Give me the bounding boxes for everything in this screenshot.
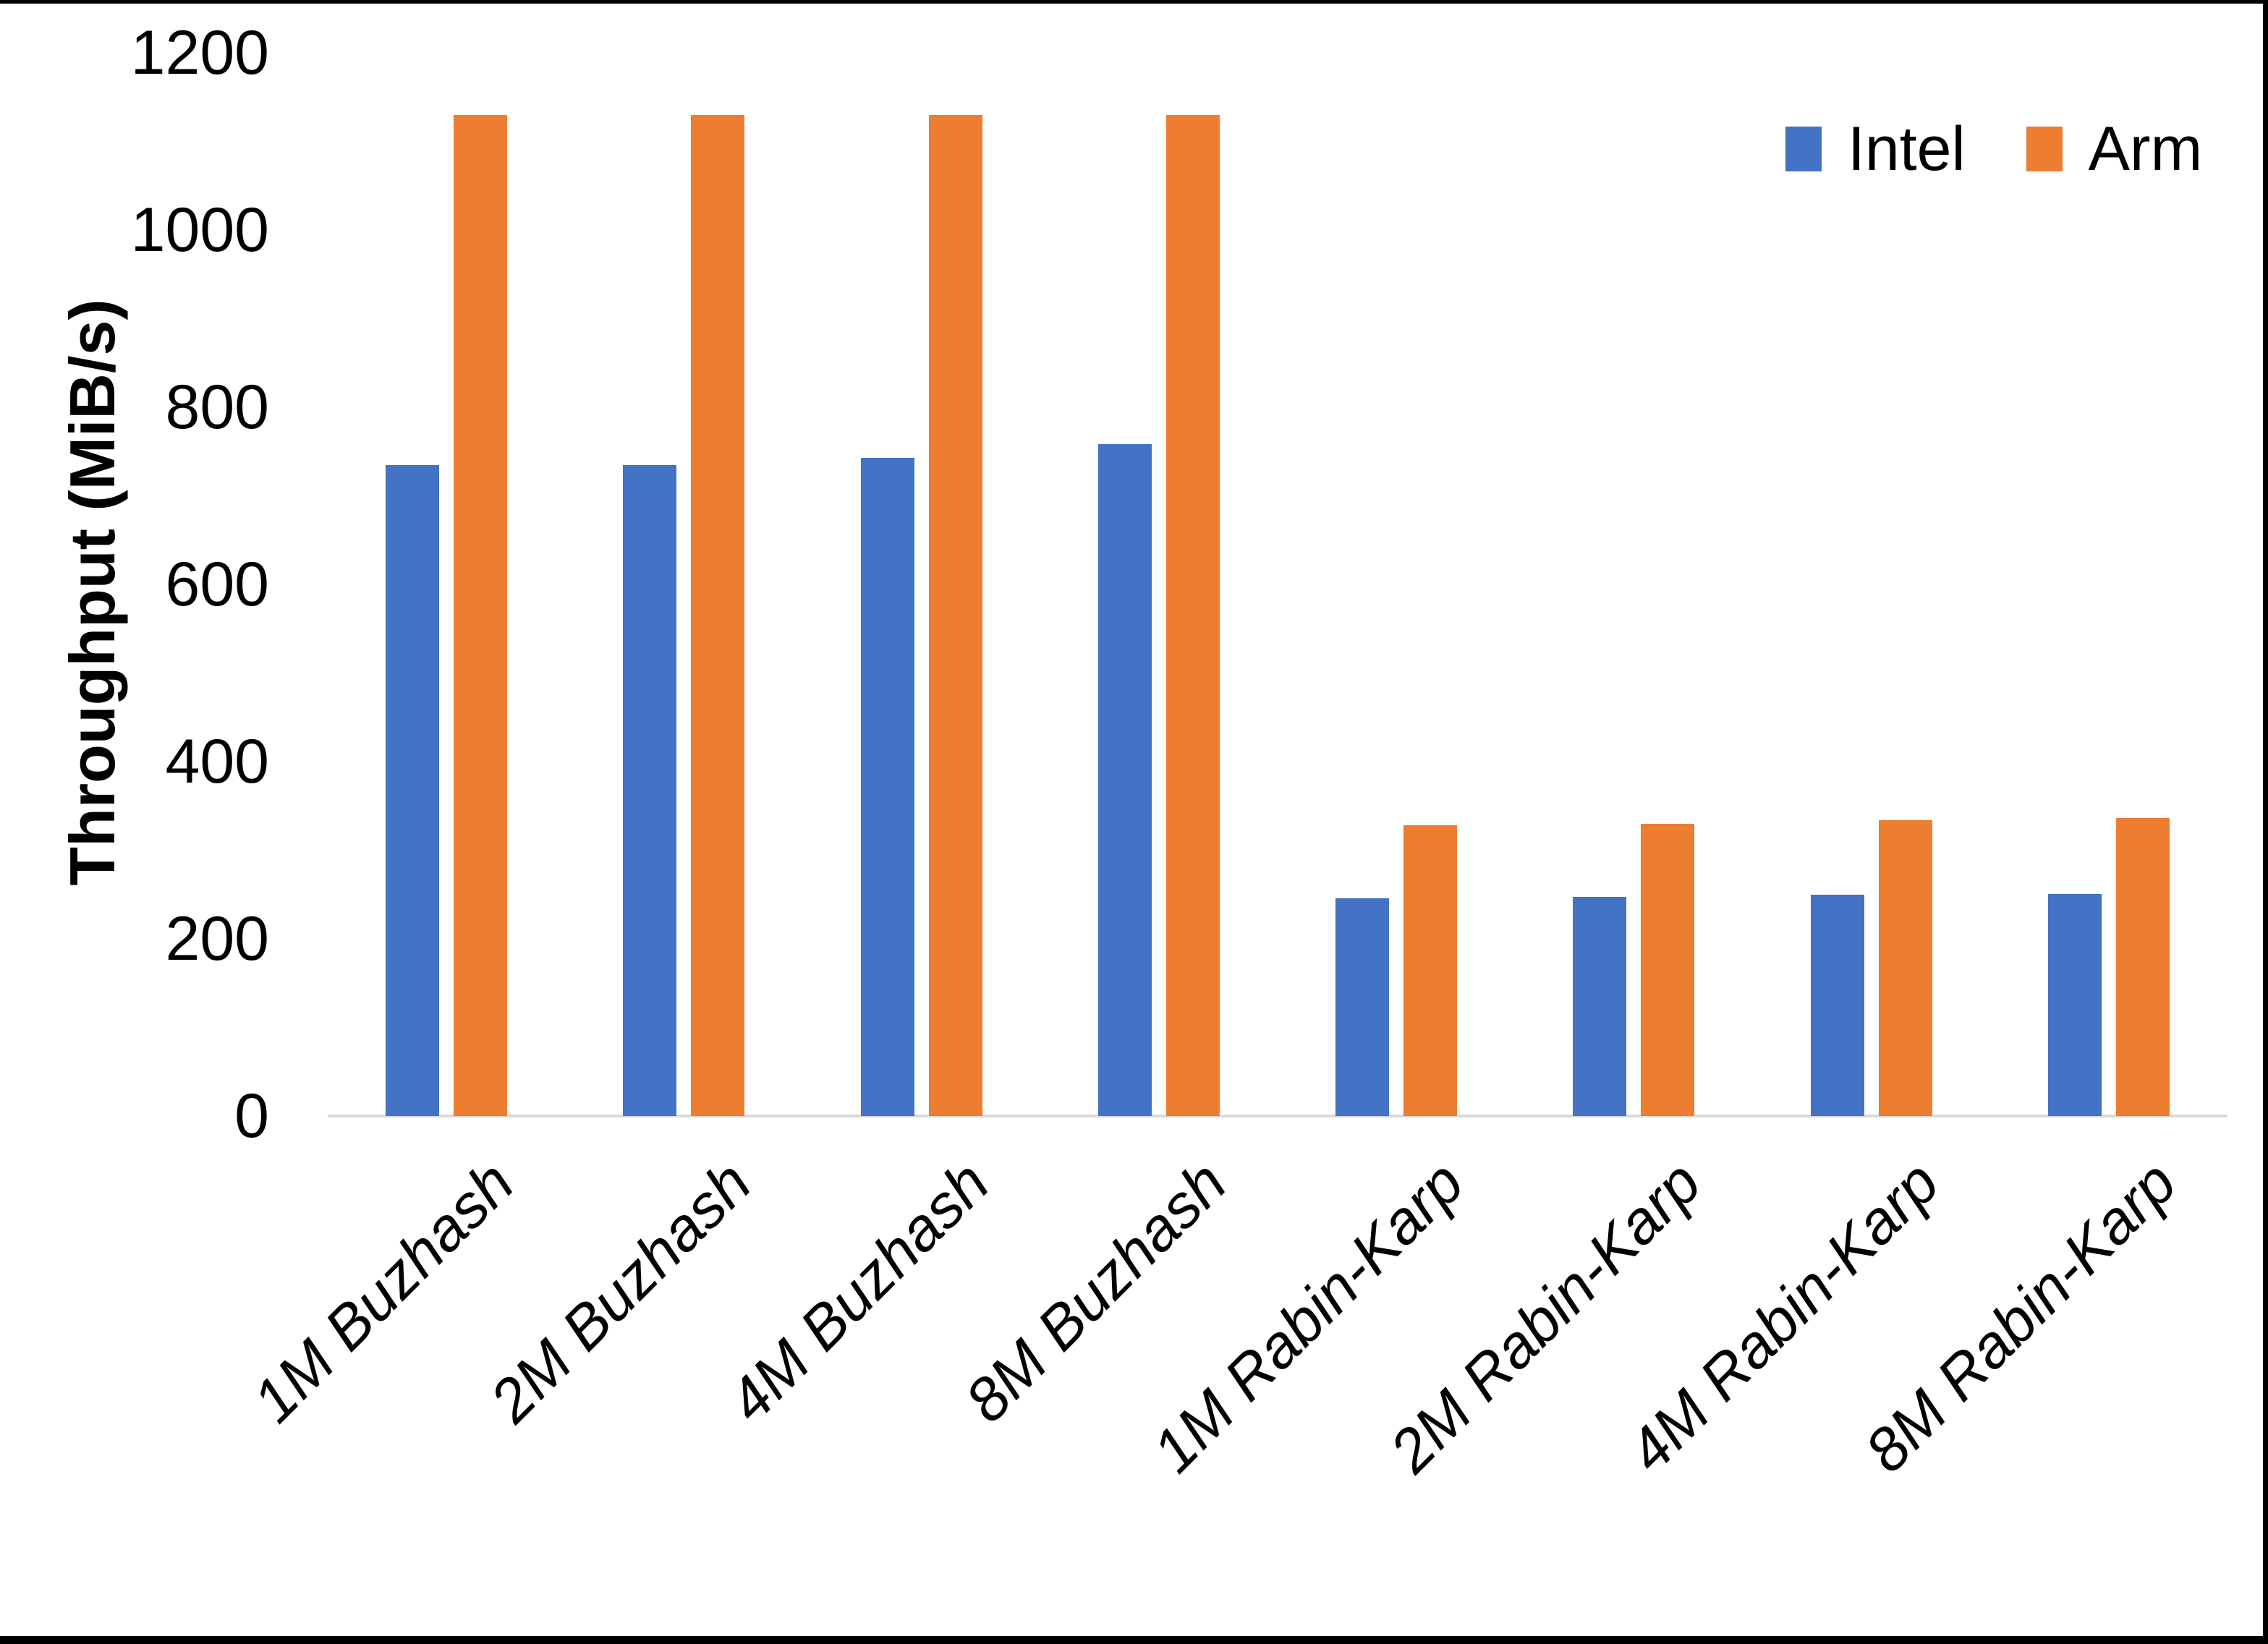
legend-item-intel: Intel [1785, 114, 1966, 184]
y-tick-label: 600 [165, 550, 270, 619]
bar-intel-1m-rabin-karp [1335, 898, 1390, 1116]
bar-intel-4m-buzhash [860, 457, 914, 1116]
y-tick-label: 400 [165, 727, 270, 796]
y-tick-label: 0 [234, 1081, 269, 1151]
legend: Intel Arm [1785, 114, 2202, 184]
x-category-label: 4M Rabin-Karp [1614, 1148, 1952, 1486]
y-tick-label: 1200 [130, 18, 269, 88]
x-category-label: 8M Rabin-Karp [1851, 1148, 2189, 1486]
frame-top-border [0, 0, 2268, 4]
bar-intel-1m-buzhash [386, 464, 440, 1116]
bar-arm-8m-buzhash [1165, 114, 1220, 1116]
legend-label-intel: Intel [1848, 114, 1966, 184]
legend-swatch-arm [2026, 127, 2063, 171]
legend-label-arm: Arm [2088, 114, 2203, 184]
y-tick-label: 200 [165, 904, 270, 974]
bar-intel-8m-buzhash [1097, 444, 1152, 1116]
x-category-label: 1M Buzhash [239, 1148, 527, 1435]
y-tick-label: 1000 [130, 195, 269, 265]
x-category-label: 2M Buzhash [477, 1148, 765, 1435]
x-category-label: 8M Buzhash [952, 1148, 1239, 1435]
legend-swatch-intel [1785, 127, 1822, 171]
bar-intel-2m-rabin-karp [1573, 897, 1627, 1116]
bar-intel-8m-rabin-karp [2047, 893, 2102, 1116]
bar-arm-4m-buzhash [928, 114, 982, 1116]
bar-intel-2m-buzhash [623, 464, 677, 1116]
bar-arm-1m-buzhash [454, 114, 508, 1116]
bar-arm-4m-rabin-karp [1878, 819, 1932, 1116]
x-category-label: 1M Rabin-Karp [1139, 1148, 1477, 1486]
bar-arm-1m-rabin-karp [1403, 825, 1458, 1116]
frame-bottom-border [0, 1636, 2268, 1644]
x-axis-line [328, 1115, 2227, 1117]
bar-arm-2m-rabin-karp [1641, 823, 1695, 1116]
x-category-label: 4M Buzhash [714, 1148, 1002, 1435]
x-category-label: 2M Rabin-Karp [1377, 1148, 1715, 1486]
frame-right-border [2263, 0, 2268, 1644]
bar-arm-2m-buzhash [691, 114, 745, 1116]
legend-item-arm: Arm [2026, 114, 2203, 184]
bar-arm-8m-rabin-karp [2115, 818, 2170, 1116]
y-tick-label: 800 [165, 372, 270, 442]
bar-intel-4m-rabin-karp [1810, 894, 1864, 1116]
